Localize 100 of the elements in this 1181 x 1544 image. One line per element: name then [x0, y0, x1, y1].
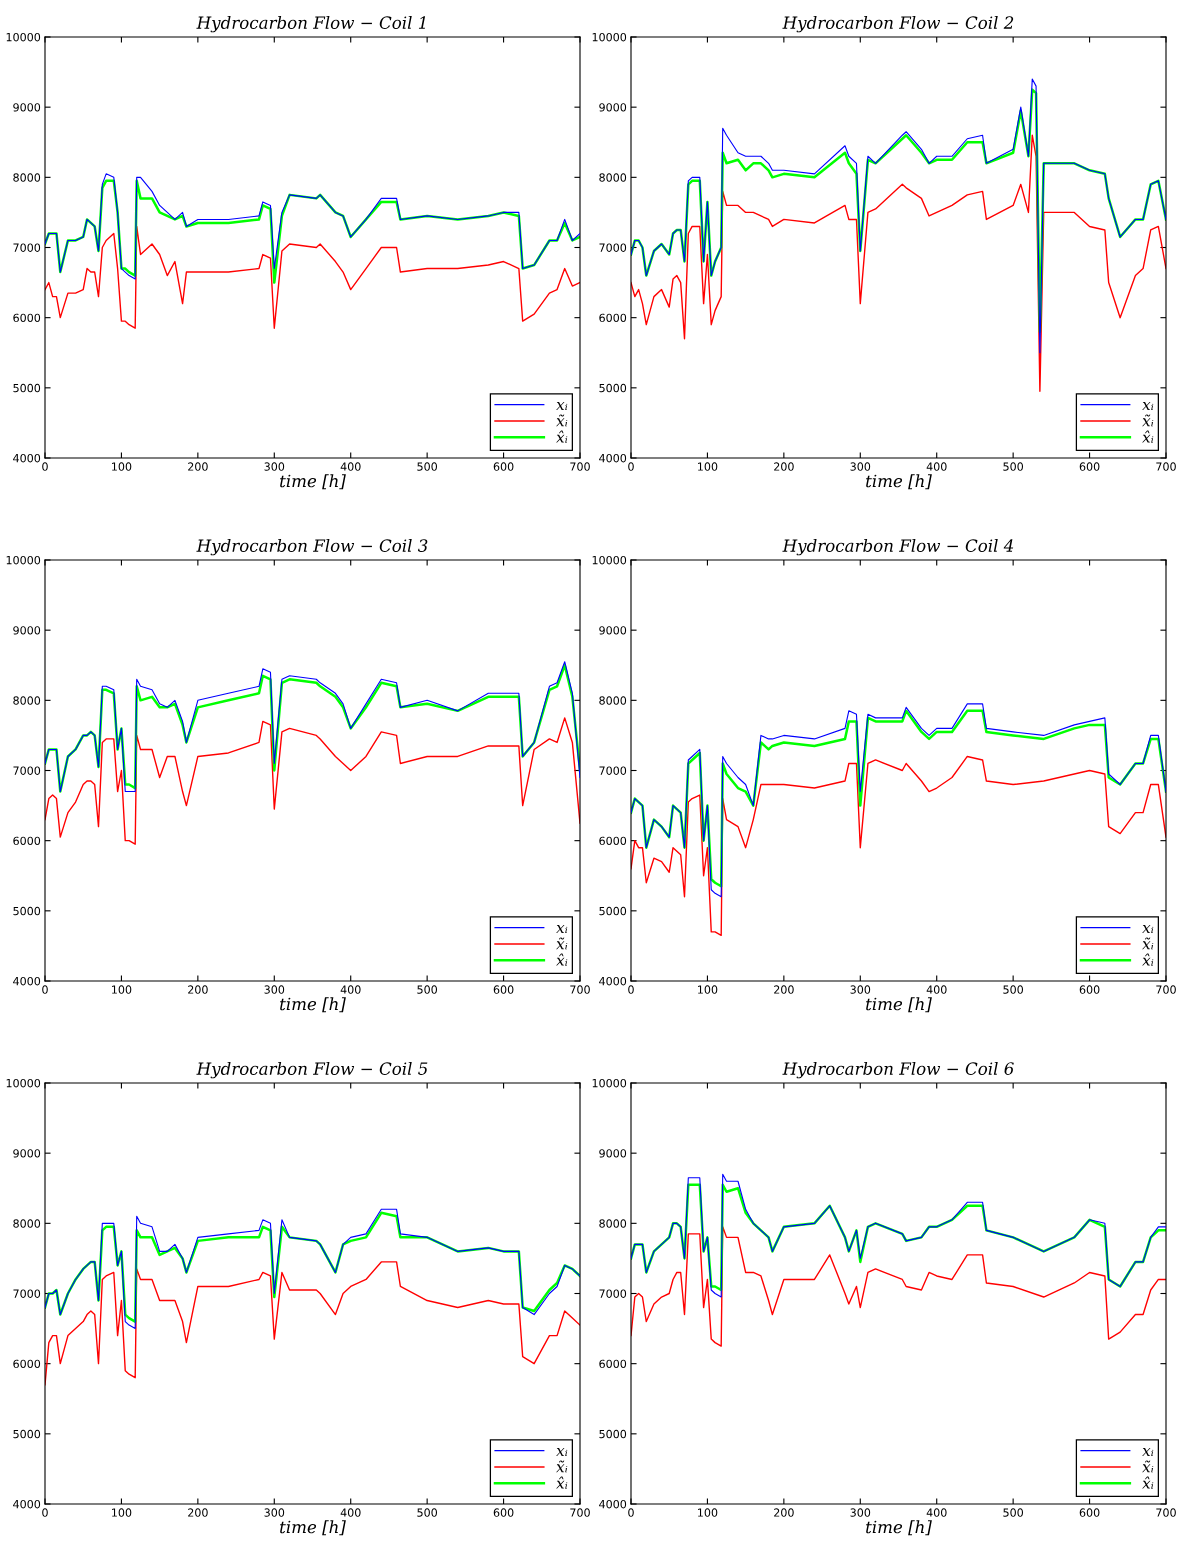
- legend-label: x̃ᵢ: [1142, 1460, 1154, 1473]
- x-tick-label: 700: [1156, 1508, 1176, 1517]
- x-tick-label: 400: [340, 1508, 361, 1517]
- y-tick-label: 10000: [6, 1078, 41, 1088]
- x-tick-label: 600: [493, 462, 514, 471]
- legend-label: xᵢ: [1142, 1448, 1154, 1457]
- x-tick-label: 500: [417, 462, 438, 471]
- legend-label: x̂ᵢ: [1142, 953, 1154, 966]
- y-tick-label: 10000: [6, 32, 41, 42]
- x-tick-label: 400: [926, 1508, 947, 1517]
- x-tick-label: 300: [264, 1508, 285, 1517]
- y-tick-label: 9000: [13, 103, 41, 112]
- x-tick-label: 300: [850, 985, 871, 994]
- y-tick-label: 6000: [13, 836, 41, 846]
- chart-title: Hydrocarbon Flow − Coil 6: [782, 1062, 1014, 1079]
- legend-label: x̃ᵢ: [556, 414, 568, 427]
- x-tick-label: 500: [417, 985, 438, 994]
- y-tick-label: 7000: [599, 243, 627, 252]
- x-axis-title: time [h]: [280, 1520, 346, 1536]
- legend-label: xᵢ: [1142, 925, 1154, 934]
- x-tick-label: 100: [112, 1508, 132, 1517]
- x-tick-label: 200: [188, 985, 208, 994]
- chart-title: Hydrocarbon Flow − Coil 3: [196, 539, 428, 556]
- x-tick-label: 600: [493, 1508, 514, 1517]
- y-tick-label: 8000: [13, 696, 41, 705]
- y-tick-label: 6000: [13, 313, 41, 323]
- y-tick-label: 7000: [599, 1289, 627, 1298]
- y-tick-label: 10000: [592, 1078, 627, 1088]
- y-tick-label: 8000: [13, 1219, 41, 1228]
- y-tick-label: 6000: [599, 1359, 627, 1369]
- x-tick-label: 600: [1079, 985, 1100, 994]
- x-tick-label: 300: [850, 1508, 871, 1517]
- x-axis-title: time [h]: [866, 1520, 932, 1536]
- y-tick-label: 5000: [13, 1429, 41, 1439]
- x-tick-label: 100: [698, 462, 718, 471]
- x-tick-label: 200: [188, 1508, 208, 1517]
- y-tick-label: 4000: [599, 453, 627, 463]
- x-tick-label: 600: [1079, 462, 1100, 471]
- x-tick-label: 700: [570, 1508, 590, 1517]
- x-tick-label: 400: [926, 462, 947, 471]
- y-tick-label: 7000: [599, 766, 627, 775]
- legend-label: x̂ᵢ: [556, 1476, 568, 1489]
- y-tick-label: 9000: [599, 103, 627, 112]
- x-tick-label: 700: [570, 985, 590, 994]
- chart-title: Hydrocarbon Flow − Coil 5: [196, 1062, 428, 1079]
- y-tick-label: 8000: [599, 173, 627, 182]
- x-tick-label: 200: [188, 462, 208, 471]
- x-tick-label: 0: [42, 985, 48, 994]
- chart-title: Hydrocarbon Flow − Coil 1: [196, 16, 426, 33]
- y-tick-label: 9000: [599, 626, 627, 635]
- y-tick-label: 7000: [13, 1289, 41, 1298]
- y-tick-label: 7000: [13, 243, 41, 252]
- x-tick-label: 600: [1079, 1508, 1100, 1517]
- y-tick-label: 4000: [13, 453, 41, 463]
- y-tick-label: 4000: [13, 1499, 41, 1509]
- y-tick-label: 6000: [13, 1359, 41, 1369]
- x-tick-label: 700: [570, 462, 590, 471]
- legend-label: x̃ᵢ: [1142, 414, 1154, 427]
- x-tick-label: 500: [1003, 462, 1024, 471]
- y-tick-label: 8000: [13, 173, 41, 182]
- y-tick-label: 9000: [13, 1149, 41, 1158]
- x-tick-label: 0: [628, 985, 634, 994]
- y-tick-label: 9000: [13, 626, 41, 635]
- x-tick-label: 700: [1156, 462, 1176, 471]
- legend-label: xᵢ: [1142, 402, 1154, 411]
- x-tick-label: 700: [1156, 985, 1176, 994]
- y-tick-label: 5000: [13, 383, 41, 393]
- y-tick-label: 8000: [599, 696, 627, 705]
- x-tick-label: 0: [628, 1508, 634, 1517]
- legend-label: x̃ᵢ: [556, 1460, 568, 1473]
- legend-label: xᵢ: [556, 1448, 568, 1457]
- x-tick-label: 500: [1003, 985, 1024, 994]
- x-tick-label: 500: [417, 1508, 438, 1517]
- y-tick-label: 10000: [592, 555, 627, 565]
- x-tick-label: 200: [774, 462, 794, 471]
- legend-label: x̂ᵢ: [556, 430, 568, 443]
- x-tick-label: 200: [774, 985, 794, 994]
- y-tick-label: 10000: [6, 555, 41, 565]
- x-tick-label: 100: [112, 985, 132, 994]
- x-tick-label: 100: [698, 1508, 718, 1517]
- y-tick-label: 5000: [13, 906, 41, 916]
- legend-label: xᵢ: [556, 402, 568, 411]
- x-tick-label: 300: [264, 462, 285, 471]
- chart-title: Hydrocarbon Flow − Coil 4: [782, 539, 1014, 556]
- y-tick-label: 4000: [599, 1499, 627, 1509]
- x-tick-label: 400: [926, 985, 947, 994]
- y-tick-label: 4000: [599, 976, 627, 986]
- x-tick-label: 300: [850, 462, 871, 471]
- y-tick-label: 8000: [599, 1219, 627, 1228]
- x-axis-title: time [h]: [866, 997, 932, 1013]
- x-tick-label: 600: [493, 985, 514, 994]
- x-axis-title: time [h]: [866, 474, 932, 490]
- x-tick-label: 200: [774, 1508, 794, 1517]
- x-tick-label: 500: [1003, 1508, 1024, 1517]
- x-tick-label: 400: [340, 462, 361, 471]
- x-axis-title: time [h]: [280, 997, 346, 1013]
- y-tick-label: 5000: [599, 906, 627, 916]
- y-tick-label: 6000: [599, 313, 627, 323]
- legend-label: x̃ᵢ: [1142, 937, 1154, 950]
- x-tick-label: 100: [698, 985, 718, 994]
